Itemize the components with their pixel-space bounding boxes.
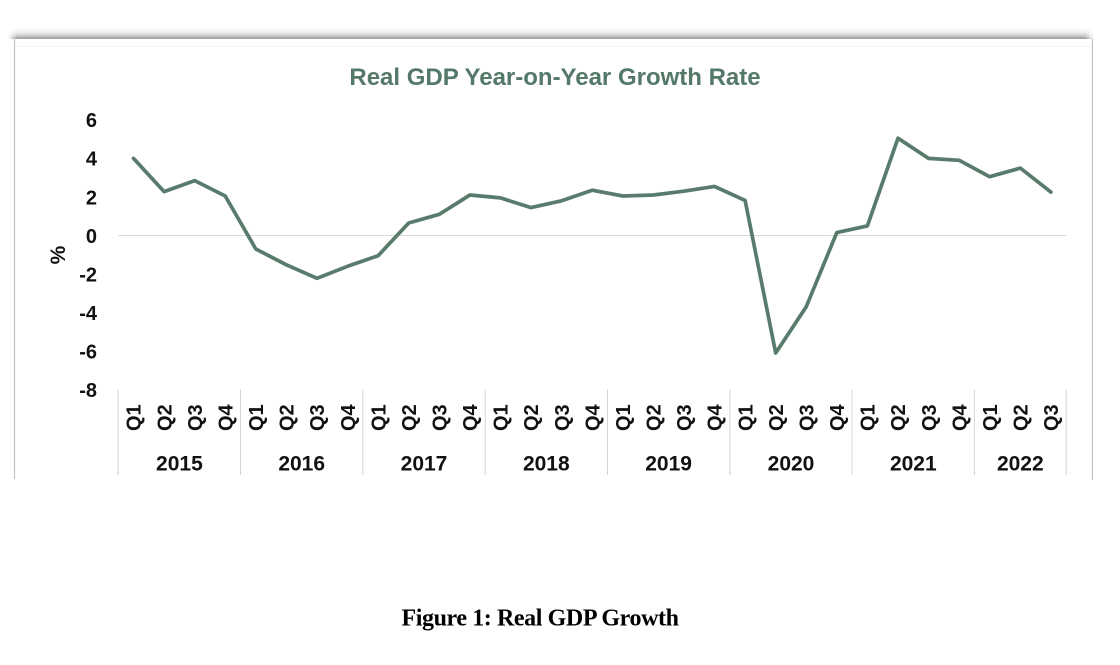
svg-text:Q3: Q3 <box>552 404 574 431</box>
svg-text:Q1: Q1 <box>613 404 635 431</box>
svg-text:2020: 2020 <box>768 452 815 475</box>
svg-text:Q3: Q3 <box>1041 404 1063 431</box>
svg-text:2015: 2015 <box>156 452 203 475</box>
svg-text:Figure 1: Real GDP Growth: Figure 1: Real GDP Growth <box>401 606 678 632</box>
svg-text:2017: 2017 <box>401 452 448 475</box>
svg-text:Q1: Q1 <box>491 404 513 431</box>
svg-text:Q2: Q2 <box>644 404 666 431</box>
svg-text:0: 0 <box>86 226 97 248</box>
svg-text:Q3: Q3 <box>307 404 329 431</box>
svg-text:Q3: Q3 <box>919 404 941 431</box>
svg-text:Q2: Q2 <box>521 404 543 431</box>
svg-text:Q4: Q4 <box>949 403 971 431</box>
svg-text:Q1: Q1 <box>368 404 390 431</box>
svg-text:2: 2 <box>86 187 97 209</box>
svg-text:4: 4 <box>86 149 98 171</box>
svg-text:Real GDP Year-on-Year Growth R: Real GDP Year-on-Year Growth Rate <box>349 64 760 91</box>
svg-text:Q1: Q1 <box>858 404 880 431</box>
svg-text:Q2: Q2 <box>766 404 788 431</box>
svg-text:Q2: Q2 <box>1011 404 1033 431</box>
svg-text:Q1: Q1 <box>124 404 146 431</box>
svg-text:-2: -2 <box>79 264 97 286</box>
svg-text:%: % <box>47 245 70 264</box>
svg-text:Q2: Q2 <box>154 404 176 431</box>
svg-text:Q1: Q1 <box>735 404 757 431</box>
svg-text:Q4: Q4 <box>215 403 237 431</box>
svg-text:-4: -4 <box>79 303 98 325</box>
svg-text:Q3: Q3 <box>430 404 452 431</box>
svg-text:Q1: Q1 <box>246 404 268 431</box>
svg-text:6: 6 <box>86 110 97 132</box>
svg-text:Q4: Q4 <box>827 403 849 431</box>
svg-text:Q1: Q1 <box>980 404 1002 431</box>
svg-text:Q2: Q2 <box>277 404 299 431</box>
svg-text:Q4: Q4 <box>582 403 604 431</box>
svg-text:-6: -6 <box>79 341 97 363</box>
svg-text:2018: 2018 <box>523 452 570 475</box>
svg-text:2021: 2021 <box>890 452 937 475</box>
svg-text:2022: 2022 <box>997 452 1044 475</box>
svg-text:Q2: Q2 <box>399 404 421 431</box>
svg-text:Q3: Q3 <box>797 404 819 431</box>
svg-text:2019: 2019 <box>645 452 692 475</box>
svg-text:Q3: Q3 <box>674 404 696 431</box>
svg-text:2016: 2016 <box>278 452 325 475</box>
svg-text:Q2: Q2 <box>888 404 910 431</box>
svg-text:Q4: Q4 <box>460 403 482 431</box>
svg-text:Q4: Q4 <box>705 403 727 431</box>
svg-text:Q3: Q3 <box>185 404 207 431</box>
svg-text:Q4: Q4 <box>338 403 360 431</box>
svg-text:-8: -8 <box>79 380 97 402</box>
